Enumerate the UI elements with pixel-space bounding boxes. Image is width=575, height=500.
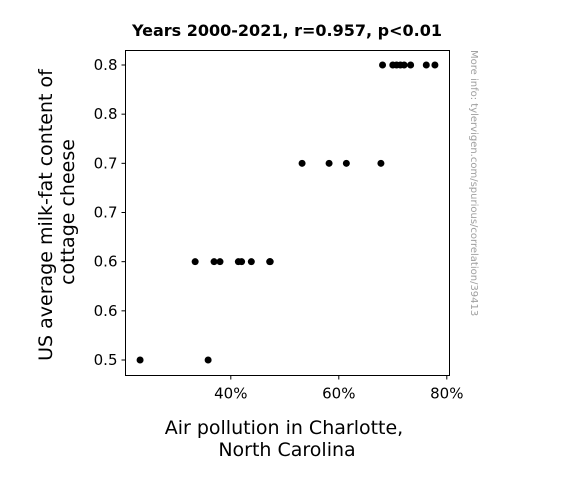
- data-points: [136, 61, 439, 364]
- y-tick-label: 0.8: [94, 56, 118, 74]
- y-axis-ticks: 0.5 0.6 0.6 0.7 0.7 0.8 0.8: [94, 56, 126, 369]
- data-point: [422, 61, 430, 69]
- data-point: [247, 258, 255, 266]
- y-tick-label: 0.8: [94, 105, 118, 123]
- x-axis-label: Air pollution in Charlotte, North Caroli…: [165, 417, 410, 461]
- y-tick-label: 0.7: [94, 154, 118, 172]
- data-point: [377, 159, 385, 167]
- y-tick-label: 0.6: [94, 302, 118, 320]
- x-axis-ticks: 40% 60% 80%: [214, 375, 463, 403]
- y-tick-label: 0.6: [94, 253, 118, 271]
- x-tick-label: 40%: [214, 385, 247, 403]
- data-point: [191, 258, 199, 266]
- data-point: [298, 159, 306, 167]
- x-tick-label: 80%: [430, 385, 463, 403]
- data-point: [238, 258, 246, 266]
- y-tick-label: 0.7: [94, 204, 118, 222]
- y-tick-label: 0.5: [94, 351, 118, 369]
- data-point: [379, 61, 387, 69]
- data-point: [216, 258, 224, 266]
- x-axis-label-line-1: Air pollution in Charlotte,: [165, 417, 404, 439]
- data-point: [210, 258, 218, 266]
- y-axis-label: US average milk-fat content of cottage c…: [35, 63, 79, 361]
- chart-title: Years 2000-2021, r=0.957, p<0.01: [131, 21, 442, 40]
- data-point: [431, 61, 439, 69]
- data-point: [325, 159, 333, 167]
- data-point: [400, 61, 408, 69]
- data-point: [204, 356, 212, 364]
- data-point: [342, 159, 350, 167]
- x-tick-label: 60%: [322, 385, 355, 403]
- y-axis-label-line-1: US average milk-fat content of: [35, 68, 57, 361]
- data-point: [407, 61, 415, 69]
- data-point: [266, 258, 274, 266]
- x-axis-label-line-2: North Carolina: [218, 439, 355, 461]
- y-axis-label-line-2: cottage cheese: [57, 139, 79, 285]
- plot-area: [125, 50, 450, 376]
- source-credit: More info: tylervigen.com/spurious/corre…: [468, 50, 479, 316]
- data-point: [136, 356, 144, 364]
